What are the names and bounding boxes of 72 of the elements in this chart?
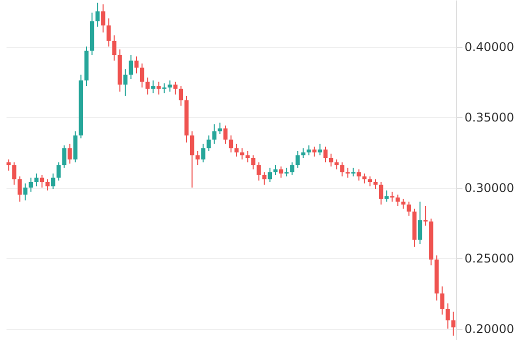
candlestick (162, 82, 166, 94)
candlestick (256, 162, 261, 182)
candlestick (68, 143, 72, 164)
candlestick (268, 167, 272, 182)
candlestick (334, 158, 339, 170)
candlestick (73, 130, 78, 163)
candlestick (45, 178, 50, 191)
candlestick (340, 162, 344, 177)
candlestick (106, 18, 111, 48)
y-tick-label: 0.25000 (464, 252, 514, 266)
y-tick-label: 0.20000 (464, 322, 514, 336)
candlestick (440, 286, 444, 316)
candlestick (96, 2, 100, 28)
candlestick (228, 134, 234, 153)
candlestick (173, 81, 178, 96)
candlestick (262, 172, 266, 186)
y-tick-label: 0.35000 (464, 110, 514, 125)
candlestick (379, 181, 384, 206)
candlestick (312, 146, 316, 158)
candlestick (196, 150, 200, 166)
candlestick (384, 190, 389, 202)
y-tick-label: 0.30000 (464, 181, 514, 196)
candlestick (51, 173, 56, 190)
candlestick (23, 182, 28, 201)
candlestick (151, 80, 156, 94)
candlestick (368, 176, 372, 187)
candlestick (301, 148, 306, 159)
candlestick (134, 56, 139, 74)
candlestick (18, 176, 22, 202)
candlestick (246, 150, 250, 163)
candlestick (323, 146, 328, 163)
candlestick (396, 194, 400, 206)
candlestick (56, 162, 61, 182)
candlestick (28, 177, 33, 192)
candlestick (62, 144, 66, 168)
candlestick (423, 205, 428, 226)
candlestick (328, 153, 334, 167)
candlestick (356, 168, 361, 182)
candlestick (234, 143, 239, 158)
candlestick (446, 302, 450, 330)
candlestick (206, 134, 211, 152)
candlestick (418, 201, 422, 245)
candlestick (318, 143, 322, 156)
candlestick (156, 81, 161, 96)
candlestick (146, 77, 150, 96)
candlestick (112, 34, 116, 62)
candlestick (40, 174, 44, 188)
candlestick (451, 311, 456, 336)
candlestick (101, 4, 106, 33)
candlestick (128, 54, 134, 80)
candlestick (278, 166, 284, 178)
candlestick (346, 167, 350, 178)
candlestick (123, 68, 128, 96)
candlestick (140, 62, 144, 88)
candlestick (223, 125, 228, 144)
candlestick (373, 178, 378, 190)
candlestick (290, 162, 294, 176)
candlestick (212, 124, 216, 144)
candlestick (6, 158, 11, 172)
candlestick (168, 80, 172, 92)
candlestick (306, 144, 311, 156)
candlestick (296, 150, 300, 168)
candlestick (390, 191, 394, 202)
candlestick (178, 86, 184, 106)
candlestick (34, 173, 39, 187)
candlestick (406, 201, 411, 216)
candlestick (190, 130, 194, 188)
candlestick (401, 198, 406, 210)
y-tick-label: 0.40000 (464, 40, 514, 54)
candlestick (251, 154, 256, 170)
candlestick (201, 143, 206, 163)
candlestick (12, 162, 16, 186)
